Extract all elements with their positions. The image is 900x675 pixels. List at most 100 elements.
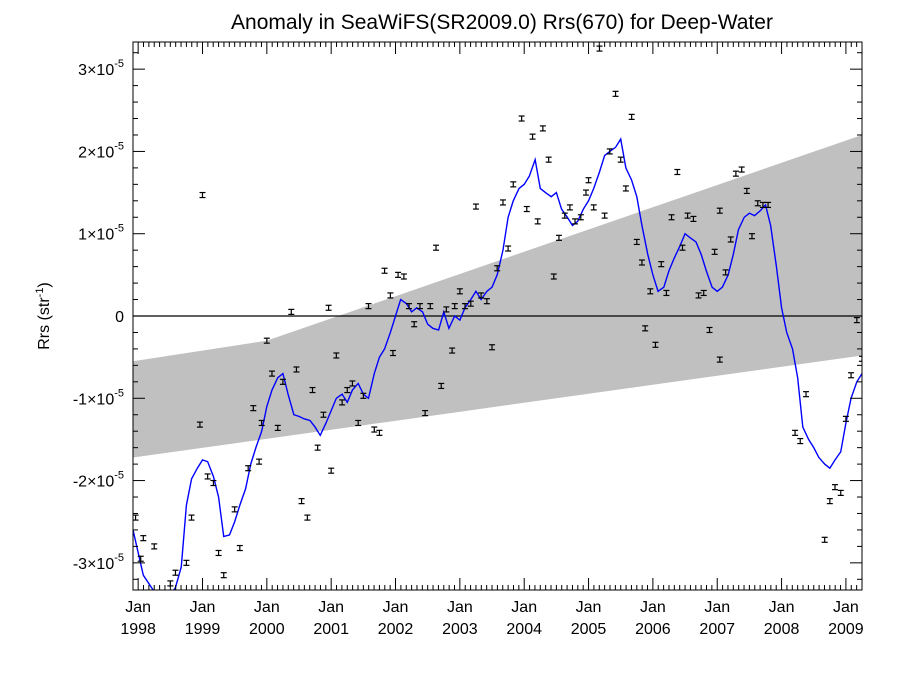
data-point — [674, 168, 681, 176]
data-point — [183, 559, 190, 566]
x-tick-year: 2002 — [378, 621, 414, 638]
data-point — [489, 344, 496, 351]
data-point — [748, 233, 755, 240]
data-point — [279, 378, 286, 385]
data-point — [268, 370, 275, 377]
data-point — [416, 303, 423, 310]
data-point — [585, 177, 592, 184]
data-point — [462, 303, 469, 310]
data-point — [550, 273, 557, 280]
x-tick-month: Jan — [576, 599, 602, 616]
band-area — [133, 134, 862, 458]
data-point — [695, 292, 702, 299]
data-point — [250, 405, 257, 412]
data-point — [188, 514, 195, 521]
y-tick-label: 2×10-5 — [78, 140, 124, 161]
x-tick-month: Jan — [769, 599, 795, 616]
data-point — [449, 347, 456, 354]
data-point — [743, 187, 750, 195]
data-point — [406, 303, 413, 310]
data-point — [355, 419, 362, 427]
data-point — [288, 308, 295, 315]
data-point — [658, 261, 665, 268]
data-point — [344, 386, 351, 394]
data-point — [652, 341, 659, 348]
data-point — [518, 115, 525, 122]
x-tick-year: 2003 — [442, 621, 478, 638]
data-point — [577, 214, 584, 221]
x-tick-month: Jan — [704, 599, 730, 616]
x-tick-year: 2008 — [764, 621, 800, 638]
data-point — [274, 424, 281, 432]
x-axis: Jan 1998 Jan 1999 Jan 2000 Jan 2001 Jan 2002 Jan 20… — [120, 42, 864, 638]
data-point — [539, 125, 546, 132]
data-point — [422, 409, 429, 417]
data-point — [606, 148, 613, 155]
data-point — [633, 238, 640, 246]
data-point — [376, 429, 383, 436]
data-point — [679, 244, 686, 251]
data-point — [716, 207, 723, 214]
data-point — [494, 265, 501, 272]
data-point — [467, 300, 474, 307]
data-point — [505, 245, 512, 252]
data-point — [196, 421, 203, 428]
data-point — [826, 498, 833, 505]
data-point — [387, 292, 394, 299]
data-point — [617, 156, 624, 163]
data-point — [320, 411, 327, 418]
x-tick-month: Jan — [640, 599, 666, 616]
data-point — [483, 298, 490, 305]
data-point — [566, 204, 573, 211]
data-point — [389, 349, 396, 357]
y-tick-label: -2×10-5 — [73, 470, 124, 491]
x-tick-year: 2001 — [313, 621, 349, 638]
x-tick-year: 2005 — [571, 621, 607, 638]
data-point — [545, 156, 552, 163]
data-point — [821, 536, 828, 543]
data-point — [293, 366, 300, 373]
data-point — [443, 306, 450, 313]
data-point — [601, 212, 608, 219]
data-point — [133, 514, 139, 521]
data-point — [371, 426, 378, 433]
data-point — [199, 191, 206, 199]
data-point — [716, 356, 723, 363]
data-point — [365, 303, 372, 310]
chart-title: Anomaly in SeaWiFS(SR2009.0) Rrs(670) fo… — [231, 11, 773, 34]
y-tick-label: 1×10-5 — [78, 223, 124, 244]
data-point — [690, 215, 697, 223]
x-tick-month: Jan — [125, 599, 151, 616]
data-point — [304, 514, 311, 521]
x-tick-year: 2004 — [506, 621, 542, 638]
data-point — [722, 269, 729, 276]
data-point — [478, 292, 485, 299]
data-point — [333, 352, 340, 359]
data-point — [706, 326, 713, 334]
data-point — [360, 392, 367, 399]
data-point — [765, 201, 772, 209]
data-point — [663, 289, 670, 297]
data-point — [803, 391, 810, 398]
y-tick-label: -1×10-5 — [73, 387, 124, 408]
data-point — [472, 203, 479, 210]
data-point — [236, 544, 243, 552]
data-point — [245, 465, 252, 472]
data-point — [314, 444, 321, 451]
data-point — [842, 415, 849, 422]
x-tick-year: 1999 — [185, 621, 221, 638]
y-axis-label: Rrs (str-1) — [34, 282, 53, 350]
data-point — [400, 273, 407, 280]
y-tick-label: 3×10-5 — [78, 58, 124, 79]
data-point — [668, 214, 675, 221]
data-point — [510, 181, 517, 188]
x-tick-year: 2007 — [699, 621, 735, 638]
data-point — [831, 484, 838, 491]
data-point — [339, 399, 346, 406]
anomaly-points-series — [133, 45, 862, 587]
data-point — [451, 303, 458, 310]
data-point — [456, 288, 463, 295]
x-tick-month: Jan — [190, 599, 216, 616]
data-point — [711, 248, 718, 255]
